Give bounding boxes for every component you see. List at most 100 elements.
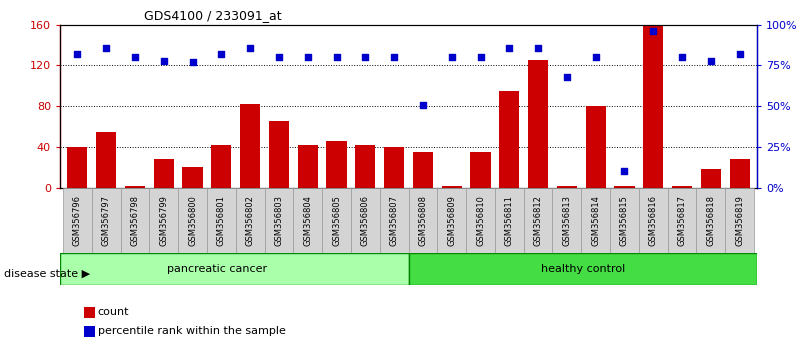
Bar (67, 147, 87, 188)
Point (618, 169, 631, 174)
Bar (524, 188, 553, 253)
Point (215, 51, 227, 57)
Point (128, 55, 141, 60)
Text: GSM356801: GSM356801 (217, 195, 226, 246)
Bar (183, 167, 203, 188)
Text: GSM356800: GSM356800 (188, 195, 197, 246)
Text: disease state ▶: disease state ▶ (4, 268, 91, 278)
Point (330, 55, 343, 60)
Text: GSM356813: GSM356813 (562, 195, 571, 246)
Bar (125, 185, 145, 188)
Bar (293, 188, 322, 253)
Text: GSM356811: GSM356811 (505, 195, 513, 246)
Bar (582, 188, 610, 253)
Bar (149, 188, 178, 253)
Bar (235, 188, 264, 253)
Text: GSM356797: GSM356797 (102, 195, 111, 246)
Point (272, 55, 285, 60)
Bar (639, 188, 668, 253)
Text: GSM356815: GSM356815 (620, 195, 629, 246)
Text: pancreatic cancer: pancreatic cancer (167, 264, 267, 274)
Text: GSM356809: GSM356809 (447, 195, 457, 246)
Point (359, 55, 372, 60)
Point (532, 45, 545, 50)
Bar (154, 159, 174, 188)
Bar (327, 141, 347, 188)
Text: GSM356798: GSM356798 (131, 195, 139, 246)
Text: GDS4100 / 233091_at: GDS4100 / 233091_at (144, 9, 282, 22)
Text: GSM356810: GSM356810 (476, 195, 485, 246)
Point (503, 45, 516, 50)
Bar (322, 188, 351, 253)
Text: GSM356802: GSM356802 (246, 195, 255, 246)
Point (733, 51, 746, 57)
Bar (211, 145, 231, 188)
Bar (207, 188, 235, 253)
Text: GSM356799: GSM356799 (159, 195, 168, 246)
Bar (178, 188, 207, 253)
Text: GSM356796: GSM356796 (73, 195, 82, 246)
Bar (384, 147, 405, 188)
Bar (643, 25, 663, 188)
Text: GSM356814: GSM356814 (591, 195, 600, 246)
Text: GSM356803: GSM356803 (275, 195, 284, 246)
Text: GSM356817: GSM356817 (678, 195, 686, 246)
Bar (725, 188, 754, 253)
Bar (120, 188, 149, 253)
Point (590, 55, 602, 60)
Point (676, 55, 689, 60)
Text: healthy control: healthy control (541, 264, 625, 274)
Bar (437, 188, 466, 253)
Bar (668, 188, 697, 253)
Bar (355, 145, 376, 188)
Bar (413, 152, 433, 188)
Bar (240, 104, 260, 188)
Text: GSM356806: GSM356806 (360, 195, 370, 246)
Bar (470, 152, 490, 188)
Point (71, 51, 84, 57)
Bar (586, 106, 606, 188)
Bar (495, 188, 524, 253)
Point (244, 45, 256, 50)
Bar (441, 185, 462, 188)
Text: GSM356805: GSM356805 (332, 195, 341, 246)
Point (647, 28, 660, 34)
Point (417, 102, 429, 107)
Bar (96, 132, 116, 188)
Bar (60, 253, 409, 285)
Bar (351, 188, 380, 253)
Bar (269, 121, 289, 188)
Text: percentile rank within the sample: percentile rank within the sample (98, 326, 286, 336)
Point (474, 55, 487, 60)
Bar (63, 188, 92, 253)
Point (445, 55, 458, 60)
Bar (614, 185, 634, 188)
Bar (730, 159, 750, 188)
Bar (92, 188, 120, 253)
Text: GSM356808: GSM356808 (418, 195, 428, 246)
Text: GSM356818: GSM356818 (706, 195, 715, 246)
Bar (380, 188, 409, 253)
Bar (499, 91, 519, 188)
Point (186, 59, 199, 65)
Point (100, 45, 113, 50)
Point (704, 58, 717, 63)
Bar (409, 253, 757, 285)
Bar (528, 61, 548, 188)
Bar (264, 188, 293, 253)
Bar (466, 188, 495, 253)
Bar (409, 188, 437, 253)
Text: GSM356807: GSM356807 (389, 195, 399, 246)
Bar (697, 188, 725, 253)
Text: GSM356812: GSM356812 (533, 195, 542, 246)
Point (301, 55, 314, 60)
Bar (610, 188, 639, 253)
Bar (553, 188, 582, 253)
Bar (701, 169, 721, 188)
Point (388, 55, 400, 60)
Bar (672, 185, 692, 188)
Text: GSM356816: GSM356816 (649, 195, 658, 246)
Bar (298, 145, 318, 188)
Point (157, 58, 170, 63)
Text: GSM356819: GSM356819 (735, 195, 744, 246)
